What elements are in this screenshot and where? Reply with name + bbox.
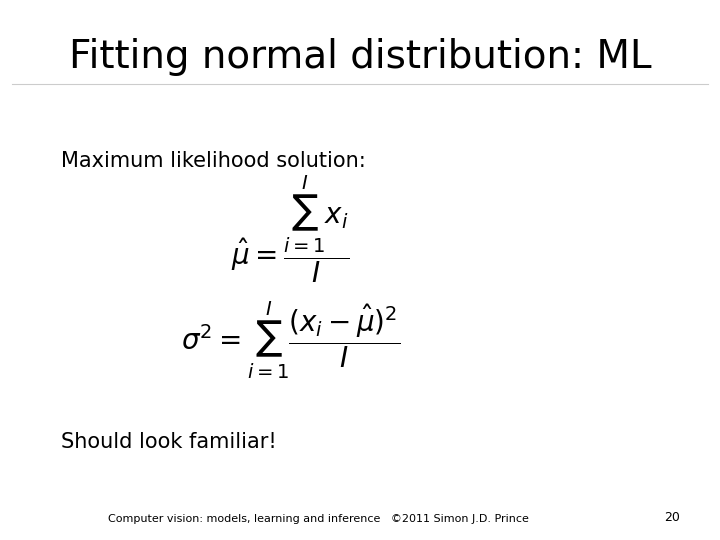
Text: Computer vision: models, learning and inference   ©2011 Simon J.D. Prince: Computer vision: models, learning and in…: [108, 514, 528, 524]
Text: Fitting normal distribution: ML: Fitting normal distribution: ML: [68, 38, 652, 76]
Text: $\hat{\mu} = \dfrac{\sum_{i=1}^{I} x_i}{I}$: $\hat{\mu} = \dfrac{\sum_{i=1}^{I} x_i}{…: [231, 174, 350, 285]
Text: Should look familiar!: Should look familiar!: [61, 432, 276, 452]
Text: $\sigma^2 = \sum_{i=1}^{I} \dfrac{(x_i - \hat{\mu})^2}{I}$: $\sigma^2 = \sum_{i=1}^{I} \dfrac{(x_i -…: [181, 300, 400, 381]
Text: 20: 20: [664, 511, 680, 524]
Text: Maximum likelihood solution:: Maximum likelihood solution:: [61, 151, 366, 171]
